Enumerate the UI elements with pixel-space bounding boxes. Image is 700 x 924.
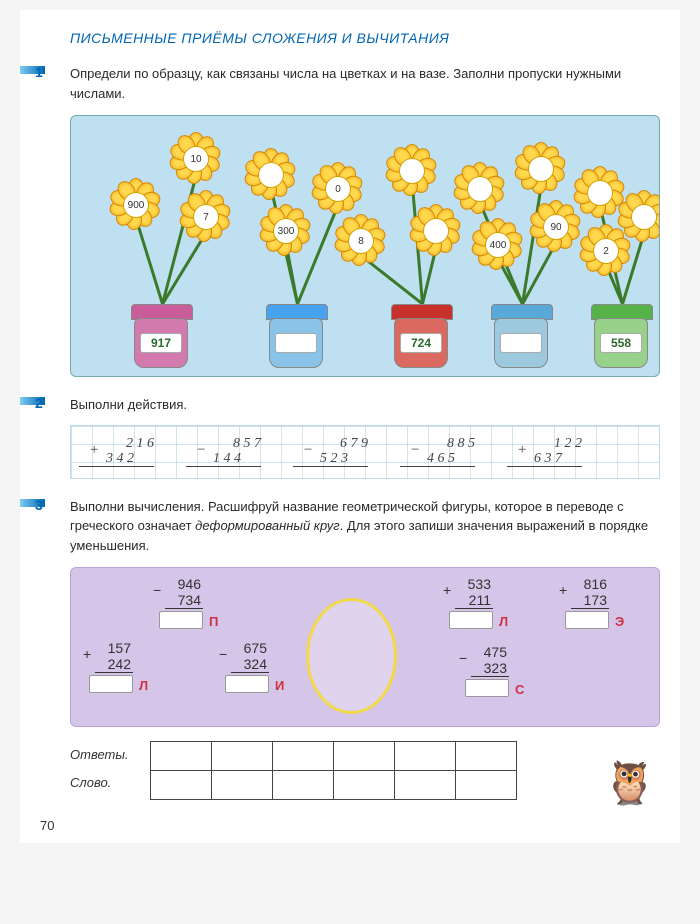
calculation-strip: +2 1 63 4 2 −8 5 71 4 4 −6 7 95 2 3 −8 8 54… bbox=[70, 425, 660, 479]
flower-value bbox=[258, 162, 284, 188]
flower: 8 bbox=[336, 216, 384, 264]
result-box bbox=[465, 679, 509, 697]
flower-value bbox=[467, 176, 493, 202]
owl-icon: 🦉 bbox=[604, 759, 656, 808]
flower: 7 bbox=[181, 192, 229, 240]
column-calculation: +1 2 26 3 7 bbox=[507, 436, 602, 468]
result-box bbox=[565, 611, 609, 629]
cipher-calculation: −946734 bbox=[165, 576, 203, 629]
cipher-calculation: +533211 bbox=[455, 576, 493, 629]
result-box bbox=[159, 611, 203, 629]
cipher-letter: Л bbox=[499, 614, 508, 629]
cipher-calculation: +157242 bbox=[95, 640, 133, 693]
exercise-number: 3 bbox=[35, 497, 43, 513]
answers-label: Ответы. bbox=[70, 741, 150, 769]
flower-value: 90 bbox=[543, 214, 569, 240]
flower-value: 400 bbox=[485, 232, 511, 258]
cipher-calculation: −675324 bbox=[231, 640, 269, 693]
flower-value: 2 bbox=[593, 238, 619, 264]
vase: 724 bbox=[391, 304, 451, 366]
flower bbox=[246, 150, 294, 198]
flower-value bbox=[631, 204, 657, 230]
exercise-text: Выполни вычисления. Расшифруй название г… bbox=[70, 497, 660, 556]
grid-cell bbox=[395, 771, 456, 800]
flower-value: 300 bbox=[273, 218, 299, 244]
result-box bbox=[449, 611, 493, 629]
vase-label: 917 bbox=[140, 333, 182, 353]
exercise-3: 3 Выполни вычисления. Расшифруй название… bbox=[40, 497, 660, 801]
cipher-letter: Э bbox=[615, 614, 624, 629]
page-number: 70 bbox=[40, 818, 660, 833]
grid-cell bbox=[273, 771, 334, 800]
flower bbox=[516, 144, 564, 192]
cipher-letter: Л bbox=[139, 678, 148, 693]
vase bbox=[266, 304, 326, 366]
vase-label: 724 bbox=[400, 333, 442, 353]
cipher-panel: −946734 П +157242 Л −675324 И +533211 Л −475323 С… bbox=[70, 567, 660, 727]
answers-labels: Ответы. Слово. bbox=[70, 741, 150, 797]
flower: 10 bbox=[171, 134, 219, 182]
flower bbox=[387, 146, 435, 194]
cipher-letter: И bbox=[275, 678, 284, 693]
flower-value bbox=[423, 218, 449, 244]
column-calculation: −8 5 71 4 4 bbox=[186, 436, 281, 468]
textbook-page: ПИСЬМЕННЫЕ ПРИЁМЫ СЛОЖЕНИЯ И ВЫЧИТАНИЯ 1… bbox=[20, 10, 680, 843]
cipher-letter: С bbox=[515, 682, 524, 697]
exercise-number: 2 bbox=[35, 395, 43, 411]
flower-value bbox=[587, 180, 613, 206]
column-calculation: −6 7 95 2 3 bbox=[293, 436, 388, 468]
flower-value: 7 bbox=[193, 204, 219, 230]
answers-block: Ответы. Слово. 🦉 bbox=[70, 741, 660, 800]
flower-value: 8 bbox=[348, 228, 374, 254]
section-title: ПИСЬМЕННЫЕ ПРИЁМЫ СЛОЖЕНИЯ И ВЫЧИТАНИЯ bbox=[40, 30, 660, 46]
flower-illustration: 900 10 7 300 0 8 400 90 2 917 724 558 bbox=[70, 115, 660, 377]
exercise-2: 2 Выполни действия. +2 1 63 4 2−8 5 71 4… bbox=[40, 395, 660, 479]
ellipse-shape bbox=[306, 598, 397, 714]
grid-cell bbox=[273, 742, 334, 771]
vase-label bbox=[275, 333, 317, 353]
grid-cell bbox=[456, 771, 517, 800]
grid-cell bbox=[334, 771, 395, 800]
flower-value bbox=[399, 158, 425, 184]
result-box bbox=[225, 675, 269, 693]
answers-grid bbox=[150, 741, 517, 800]
text-emphasis: деформированный круг bbox=[195, 518, 340, 533]
exercise-1: 1 Определи по образцу, как связаны числа… bbox=[40, 64, 660, 377]
flower: 300 bbox=[261, 206, 309, 254]
vase: 558 bbox=[591, 304, 651, 366]
word-label: Слово. bbox=[70, 769, 150, 797]
flower-value: 0 bbox=[325, 176, 351, 202]
grid-cell bbox=[395, 742, 456, 771]
flower bbox=[575, 168, 623, 216]
exercise-text: Определи по образцу, как связаны числа н… bbox=[70, 64, 660, 103]
grid-cell bbox=[212, 742, 273, 771]
flower: 90 bbox=[531, 202, 579, 250]
exercise-text: Выполни действия. bbox=[70, 395, 660, 415]
grid-cell bbox=[334, 742, 395, 771]
grid-cell bbox=[151, 771, 212, 800]
flower bbox=[411, 206, 459, 254]
vase-label: 558 bbox=[600, 333, 642, 353]
column-calculation: +2 1 63 4 2 bbox=[79, 436, 174, 468]
flower-value bbox=[528, 156, 554, 182]
grid-cell bbox=[151, 742, 212, 771]
vase-label bbox=[500, 333, 542, 353]
cipher-letter: П bbox=[209, 614, 218, 629]
flower-value: 900 bbox=[123, 192, 149, 218]
vase: 917 bbox=[131, 304, 191, 366]
vase bbox=[491, 304, 551, 366]
result-box bbox=[89, 675, 133, 693]
flower bbox=[619, 192, 660, 240]
cipher-calculation: +816173 bbox=[571, 576, 609, 629]
flower: 400 bbox=[473, 220, 521, 268]
exercise-number: 1 bbox=[35, 64, 43, 80]
flower-value: 10 bbox=[183, 146, 209, 172]
flower: 900 bbox=[111, 180, 159, 228]
cipher-calculation: −475323 bbox=[471, 644, 509, 697]
column-calculation: −8 8 54 6 5 bbox=[400, 436, 495, 468]
grid-cell bbox=[456, 742, 517, 771]
grid-cell bbox=[212, 771, 273, 800]
flower bbox=[455, 164, 503, 212]
flower: 0 bbox=[313, 164, 361, 212]
